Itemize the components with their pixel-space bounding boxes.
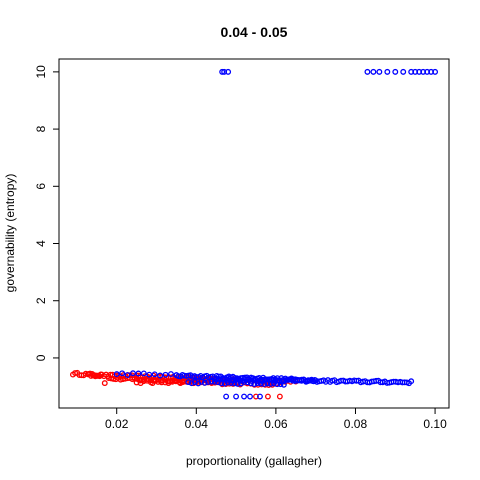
x-tick-label: 0.04 bbox=[185, 417, 209, 431]
data-point bbox=[124, 372, 131, 378]
data-point bbox=[162, 371, 169, 378]
data-point bbox=[298, 376, 305, 383]
data-point bbox=[130, 370, 136, 377]
data-point bbox=[198, 378, 205, 385]
data-point bbox=[251, 381, 258, 387]
data-point bbox=[211, 378, 218, 385]
data-point bbox=[137, 380, 144, 387]
y-tick-label: 6 bbox=[34, 183, 48, 190]
x-tick-label: 0.10 bbox=[423, 417, 447, 431]
data-point bbox=[162, 379, 169, 386]
data-point bbox=[185, 379, 192, 386]
data-point bbox=[261, 381, 268, 388]
data-point bbox=[271, 380, 277, 387]
data-point bbox=[140, 370, 147, 377]
data-point bbox=[151, 371, 158, 378]
data-point bbox=[408, 378, 415, 385]
data-point bbox=[241, 393, 247, 400]
data-point bbox=[224, 379, 231, 386]
chart-title: 0.04 - 0.05 bbox=[221, 24, 288, 40]
data-point bbox=[113, 371, 120, 378]
data-point bbox=[137, 377, 144, 384]
x-tick-label: 0.02 bbox=[105, 417, 129, 431]
data-point bbox=[280, 381, 287, 388]
data-point bbox=[244, 379, 251, 386]
y-tick-label: 0 bbox=[34, 354, 48, 361]
data-point bbox=[219, 68, 226, 75]
y-axis-label: governability (entropy) bbox=[3, 174, 17, 293]
data-point bbox=[201, 379, 208, 386]
data-point bbox=[247, 380, 254, 387]
data-point bbox=[205, 379, 212, 385]
data-point bbox=[241, 379, 248, 385]
data-point bbox=[231, 380, 238, 387]
data-point bbox=[370, 68, 377, 75]
data-point bbox=[277, 381, 284, 388]
data-point bbox=[149, 380, 156, 387]
data-point bbox=[264, 380, 271, 387]
axes: 0.02 0.04 0.06 0.08 0.10 0 2 4 6 8 10 bbox=[34, 65, 447, 431]
data-point bbox=[392, 68, 399, 75]
y-tick-label: 8 bbox=[34, 125, 48, 132]
data-point bbox=[376, 68, 383, 75]
data-point bbox=[384, 68, 391, 75]
plot-frame bbox=[58, 58, 450, 409]
data-point bbox=[233, 393, 240, 400]
data-point bbox=[101, 380, 108, 387]
data-point bbox=[267, 380, 274, 387]
x-axis-label: proportionality (gallagher) bbox=[186, 454, 322, 468]
plot-marks bbox=[69, 68, 439, 400]
data-point bbox=[177, 380, 184, 387]
data-point bbox=[276, 393, 283, 400]
data-point bbox=[158, 379, 165, 386]
data-point bbox=[155, 378, 161, 385]
data-point bbox=[176, 379, 183, 386]
data-point bbox=[254, 380, 261, 387]
data-point bbox=[223, 393, 230, 400]
data-point bbox=[146, 371, 153, 378]
data-point bbox=[157, 372, 164, 379]
series-1 bbox=[113, 68, 439, 400]
x-tick-label: 0.08 bbox=[344, 417, 368, 431]
data-point bbox=[221, 380, 228, 387]
y-tick-label: 4 bbox=[34, 240, 48, 247]
data-point bbox=[234, 380, 241, 387]
y-tick-label: 10 bbox=[34, 65, 48, 79]
data-point bbox=[191, 379, 198, 386]
data-point bbox=[188, 380, 195, 387]
data-point bbox=[432, 68, 439, 75]
data-point bbox=[165, 380, 172, 387]
data-point bbox=[135, 370, 142, 377]
data-point bbox=[257, 380, 264, 387]
y-tick-label: 2 bbox=[34, 297, 48, 304]
data-point bbox=[247, 393, 253, 400]
data-point bbox=[257, 393, 263, 400]
data-point bbox=[168, 371, 174, 378]
data-point bbox=[364, 68, 371, 75]
data-point bbox=[208, 378, 215, 385]
data-point bbox=[225, 68, 232, 75]
data-point bbox=[228, 380, 235, 386]
data-point bbox=[400, 68, 407, 75]
x-tick-label: 0.06 bbox=[264, 417, 288, 431]
data-point bbox=[215, 379, 221, 386]
data-point bbox=[119, 370, 126, 377]
data-point bbox=[264, 393, 271, 400]
data-point bbox=[218, 380, 225, 387]
data-point bbox=[274, 381, 281, 388]
